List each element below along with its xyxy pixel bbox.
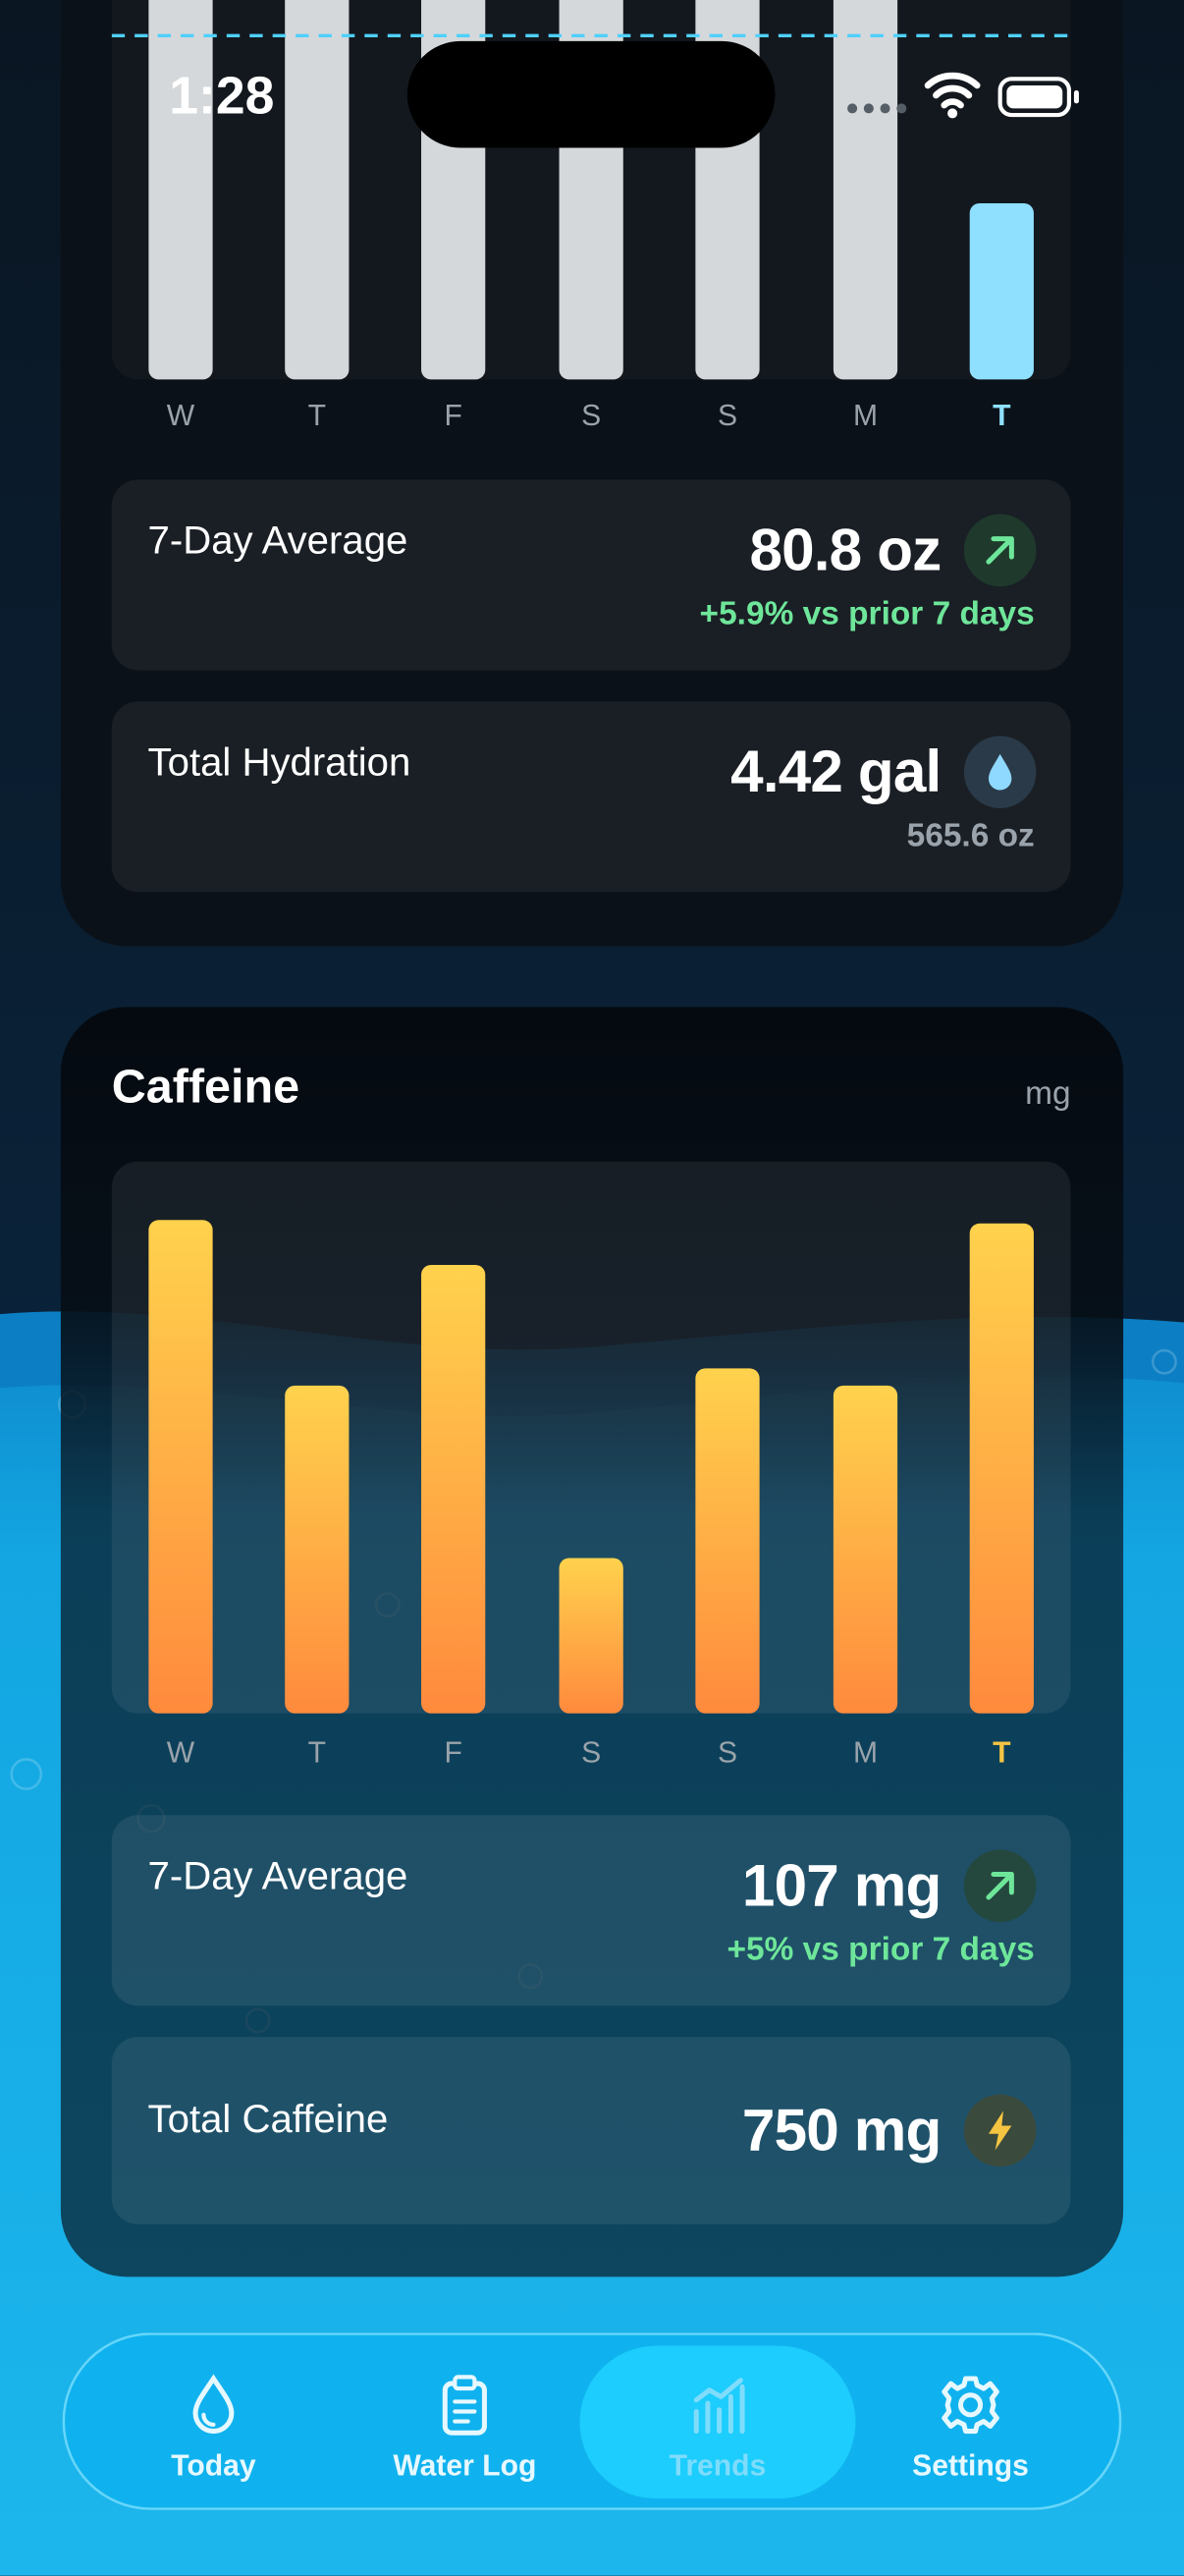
bar (148, 1220, 213, 1714)
bar (559, 1558, 623, 1714)
tab-label: Today (171, 2448, 256, 2483)
tab-icon (442, 2375, 487, 2436)
tab-icon (693, 2378, 745, 2435)
trend-icon (963, 514, 1037, 587)
average-label: 7-Day Average (147, 1854, 408, 1899)
total-label: Total Caffeine (147, 2098, 389, 2143)
x-tick-label: S (718, 1736, 737, 1769)
bar (969, 202, 1034, 380)
tab-label: Water Log (393, 2448, 537, 2483)
average-change: +5.9% vs prior 7 days (699, 596, 1035, 632)
tab-icon (942, 2376, 999, 2435)
bar (695, 1368, 760, 1714)
x-tick-label: W (167, 400, 195, 432)
caffeine-unit: mg (1025, 1075, 1071, 1113)
bolt-icon (963, 2094, 1037, 2167)
caffeine-title: Caffeine (111, 1061, 300, 1115)
average-value: 107 mg (741, 1851, 942, 1919)
x-tick-label: T (993, 1736, 1011, 1769)
hydration-average: 7-Day Average 80.8 oz +5.9% vs prior 7 d… (111, 479, 1071, 671)
x-tick-label: S (581, 1736, 601, 1769)
bar (969, 1223, 1034, 1714)
trend-icon (963, 1849, 1037, 1923)
status-time: 1:28 (169, 65, 275, 126)
x-tick-label: M (853, 400, 878, 432)
x-tick-label: T (308, 1736, 326, 1769)
average-value: 80.8 oz (749, 516, 942, 583)
total-label: Total Hydration (147, 740, 411, 786)
tab-bar: Today Water Log Trends Settings (62, 2332, 1122, 2510)
caffeine-total: Total Caffeine 750 mg (111, 2037, 1071, 2224)
caffeine-average: 7-Day Average 107 mg +5% vs prior 7 days (111, 1815, 1071, 2006)
bar (833, 1385, 898, 1714)
hydration-total: Total Hydration 4.42 gal 565.6 oz (111, 701, 1071, 893)
tab-label: Trends (669, 2448, 767, 2483)
total-value: 750 mg (741, 2096, 942, 2164)
x-tick-label: W (167, 1736, 195, 1769)
average-label: 7-Day Average (147, 519, 408, 564)
bar (421, 1264, 486, 1714)
total-secondary: 565.6 oz (906, 817, 1035, 854)
bar (833, 0, 898, 380)
dynamic-island (406, 40, 776, 148)
x-tick-label: T (993, 400, 1011, 432)
average-change: +5% vs prior 7 days (727, 1932, 1035, 1968)
x-tick-label: M (853, 1736, 878, 1769)
tab-icon (192, 2374, 235, 2434)
bar (148, 0, 213, 380)
bar (285, 0, 350, 380)
drop-icon (963, 736, 1037, 808)
tab-label: Settings (912, 2448, 1029, 2483)
x-tick-label: F (444, 400, 461, 432)
x-tick-label: F (444, 1736, 461, 1769)
x-tick-label: S (718, 400, 737, 432)
x-tick-label: T (308, 400, 326, 432)
status-icons (847, 72, 1079, 119)
total-value: 4.42 gal (730, 738, 942, 805)
x-tick-label: S (581, 400, 601, 432)
bar (285, 1385, 350, 1714)
chart-area (111, 1161, 1071, 1714)
